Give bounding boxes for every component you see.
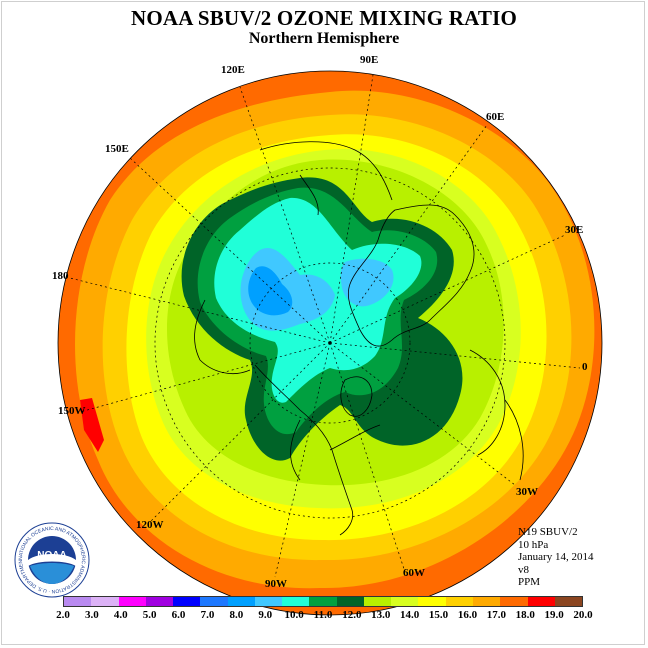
- color-swatch: [500, 597, 528, 606]
- ozone-band-8: [248, 266, 293, 316]
- lon-label-30w: 30W: [516, 486, 538, 498]
- color-scale-bar: [63, 596, 583, 607]
- ozone-band-9b: [340, 258, 394, 307]
- coast-greenland: [340, 376, 373, 417]
- color-swatch: [554, 597, 583, 606]
- meridian-60w: [329, 342, 406, 573]
- color-swatch: [91, 597, 119, 606]
- noaa-logo: NATIONAL OCEANIC AND ATMOSPHERIC ADMINIS…: [14, 522, 90, 598]
- lon-label-90w: 90W: [265, 578, 287, 590]
- scale-tick-label: 3.0: [85, 609, 99, 621]
- color-swatch: [445, 597, 473, 606]
- coast-siberia: [259, 141, 393, 216]
- meridian-30e: [329, 234, 566, 344]
- color-swatch: [391, 597, 419, 606]
- meridian-120w: [149, 342, 331, 523]
- ozone-edge-max: [80, 398, 104, 452]
- scale-tick-label: 10.0: [284, 609, 304, 621]
- pressure-level-label: 10 hPa: [518, 538, 549, 551]
- logo-text: NOAA: [37, 550, 66, 561]
- lon-label-180: 180: [52, 270, 69, 282]
- color-swatch: [64, 597, 92, 606]
- color-swatch: [145, 597, 174, 606]
- scale-tick-label: 7.0: [200, 609, 215, 621]
- map-title: NOAA SBUV/2 OZONE MIXING RATIO: [131, 6, 517, 30]
- instrument-label: N19 SBUV/2: [518, 526, 578, 538]
- lon-label-30e: 30E: [565, 224, 583, 236]
- coast-alaska: [194, 299, 251, 374]
- lon-label-150w: 150W: [58, 405, 86, 417]
- scale-tick-label: 5.0: [142, 609, 157, 621]
- scale-tick-label: 16.0: [457, 609, 478, 621]
- coast-africa: [469, 349, 524, 481]
- coast-eurasia: [347, 204, 475, 347]
- color-swatch: [200, 597, 228, 606]
- color-swatch: [227, 597, 255, 606]
- lon-label-90e: 90E: [360, 54, 378, 66]
- units-label: PPM: [518, 576, 541, 589]
- scale-tick-label: 4.0: [113, 609, 128, 621]
- scale-tick-label: 6.0: [171, 609, 186, 621]
- color-swatch: [527, 597, 555, 606]
- scale-tick-label: 17.0: [486, 609, 506, 621]
- graticule: [69, 74, 581, 578]
- color-swatch: [118, 597, 146, 606]
- lon-label-0: 0: [582, 361, 588, 373]
- color-swatch: [282, 597, 310, 606]
- lon-label-60w: 60W: [403, 567, 425, 579]
- scale-tick-label: 14.0: [400, 609, 420, 621]
- meridian-90e: [329, 74, 374, 344]
- color-swatch: [309, 597, 337, 606]
- meridian-150w: [79, 342, 331, 413]
- meridian-120e: [239, 86, 331, 344]
- color-swatch: [418, 597, 446, 606]
- ozone-field: [58, 71, 602, 615]
- color-scale-ticks: 2.0 3.0 4.0 5.0 6.0 7.0 8.0 9.0 10.0 11.0 12.0 13.0…: [56, 609, 593, 623]
- lon-label-60e: 60E: [486, 111, 504, 123]
- date-label: January 14, 2014: [518, 551, 594, 564]
- scale-tick-label: 9.0: [258, 609, 273, 621]
- lon-label-120e: 120E: [221, 64, 245, 76]
- color-swatch: [254, 597, 283, 606]
- lon-label-120w: 120W: [136, 519, 164, 531]
- map-boundary: [57, 70, 603, 616]
- coast-america: [254, 364, 381, 536]
- info-block: N19 SBUV/2 10 hPa January 14, 2014 v8 PP…: [518, 526, 593, 589]
- scale-tick-label: 15.0: [428, 609, 449, 621]
- scale-tick-label: 20.0: [573, 609, 593, 621]
- map-subtitle: Northern Hemisphere: [248, 30, 400, 47]
- latitude-circle-60: [249, 262, 411, 424]
- version-label: v8: [518, 563, 529, 576]
- color-swatch: [336, 597, 364, 606]
- scale-tick-label: 13.0: [371, 609, 391, 621]
- latitude-circle-30: [154, 167, 506, 519]
- scale-tick-label: 8.0: [229, 609, 244, 621]
- scale-tick-label: 2.0: [56, 609, 70, 621]
- scale-tick-label: 12.0: [342, 609, 362, 621]
- color-swatch: [472, 597, 501, 606]
- meridian-30w: [329, 342, 516, 486]
- meridian-90w: [274, 342, 331, 578]
- scale-tick-label: 18.0: [515, 609, 535, 621]
- color-swatch: [173, 597, 201, 606]
- coastlines: [194, 141, 524, 536]
- meridian-150e: [129, 157, 331, 344]
- color-swatch: [363, 597, 392, 606]
- scale-tick-label: 19.0: [544, 609, 564, 621]
- lon-label-150e: 150E: [105, 143, 129, 155]
- scale-tick-label: 11.0: [313, 609, 333, 621]
- meridian-0: [329, 342, 581, 369]
